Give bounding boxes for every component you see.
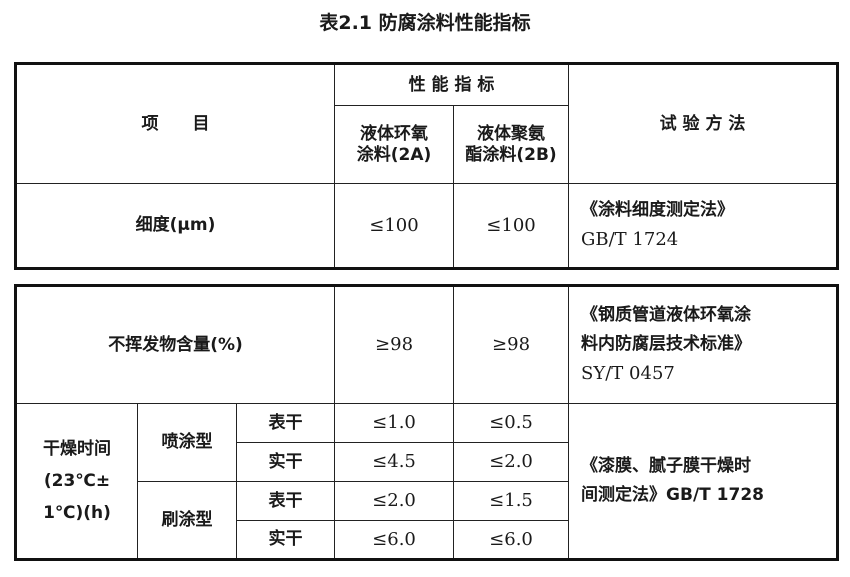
header-2b: 液体聚氨 酯涂料(2B)	[452, 105, 570, 184]
brush-label: 刷涂型	[137, 481, 237, 560]
drying-b: ≤1.5	[453, 481, 570, 521]
table-title: 表2.1 防腐涂料性能指标	[319, 12, 531, 34]
drying-label-line2: (23℃±	[43, 470, 111, 491]
performance-table-part2: 不挥发物含量(%) ≥98 ≥98 《钢质管道液体环氧涂 料内防腐层技术标准》 SY…	[14, 284, 840, 561]
table-row: 实干 ≤6.0 ≤6.0	[16, 520, 838, 560]
nonvolatile-method-line1: 《钢质管道液体环氧涂	[581, 304, 752, 325]
fineness-label: 细度(μm)	[15, 183, 335, 269]
table-row: 不挥发物含量(%) ≥98 ≥98 《钢质管道液体环氧涂 料内防腐层技术标准》 SY…	[14, 285, 839, 404]
table-row: 刷涂型 表干 ≤2.0 ≤1.5	[16, 481, 838, 560]
nonvolatile-method-line3: SY/T 0457	[581, 362, 675, 384]
drying-a: ≤1.0	[334, 403, 455, 443]
drying-method-line1: 《漆膜、腻子膜干燥时	[581, 456, 752, 477]
header-2a-line2: 涂料(2A)	[356, 144, 432, 165]
header-performance: 性 能 指 标	[333, 63, 570, 106]
spray-label: 喷涂型	[137, 403, 237, 482]
drying-label-line1: 干燥时间	[43, 438, 111, 459]
drying-label-line3: 1℃)(h)	[43, 503, 111, 524]
table-row: 细度(μm) ≤100 ≤100 《涂料细度测定法》 GB/T 1724	[15, 183, 839, 269]
stage-label: 表干	[235, 481, 336, 521]
fineness-a: ≤100	[334, 183, 454, 269]
header-2a-line1: 液体环氧	[360, 124, 428, 145]
header-2b-line2: 酯涂料(2B)	[465, 144, 557, 165]
nonvolatile-label: 不挥发物含量(%)	[14, 285, 336, 404]
header-item: 项 目	[15, 63, 335, 184]
nonvolatile-method: 《钢质管道液体环氧涂 料内防腐层技术标准》 SY/T 0457	[568, 285, 839, 404]
table-row: 干燥时间 (23℃± 1℃)(h) 喷涂型 表干 ≤1.0 ≤0.5 《漆膜、腻子膜…	[15, 403, 839, 560]
fineness-method-line1: 《涂料细度测定法》	[581, 199, 735, 220]
stage-label: 实干	[235, 520, 336, 560]
drying-a: ≤2.0	[334, 481, 455, 521]
fineness-b: ≤100	[452, 183, 570, 269]
drying-method-line2: 间测定法》GB/T 1728	[581, 485, 764, 505]
drying-b: ≤0.5	[453, 403, 570, 443]
drying-label: 干燥时间 (23℃± 1℃)(h)	[15, 403, 138, 560]
drying-method: 《漆膜、腻子膜干燥时 间测定法》GB/T 1728	[568, 403, 839, 560]
table-row: 实干 ≤4.5 ≤2.0	[16, 442, 838, 482]
drying-a: ≤6.0	[334, 520, 455, 560]
performance-table-part1: 项 目 性 能 指 标 试 验 方 法 液体环氧 涂料(2A) 液体聚氨 酯涂料(2…	[14, 62, 840, 270]
drying-b: ≤2.0	[453, 442, 570, 482]
header-2b-line1: 液体聚氨	[477, 124, 545, 145]
nonvolatile-a: ≥98	[334, 285, 455, 404]
fineness-method: 《涂料细度测定法》 GB/T 1724	[568, 183, 839, 269]
drying-b: ≤6.0	[453, 520, 570, 560]
nonvolatile-b: ≥98	[453, 285, 570, 404]
header-method: 试 验 方 法	[568, 63, 839, 184]
fineness-method-line2: GB/T 1724	[581, 228, 679, 250]
stage-label: 实干	[235, 442, 336, 482]
drying-a: ≤4.5	[334, 442, 455, 482]
stage-label: 表干	[235, 403, 336, 443]
nonvolatile-method-line2: 料内防腐层技术标准》	[581, 333, 752, 354]
header-2a: 液体环氧 涂料(2A)	[334, 105, 454, 184]
